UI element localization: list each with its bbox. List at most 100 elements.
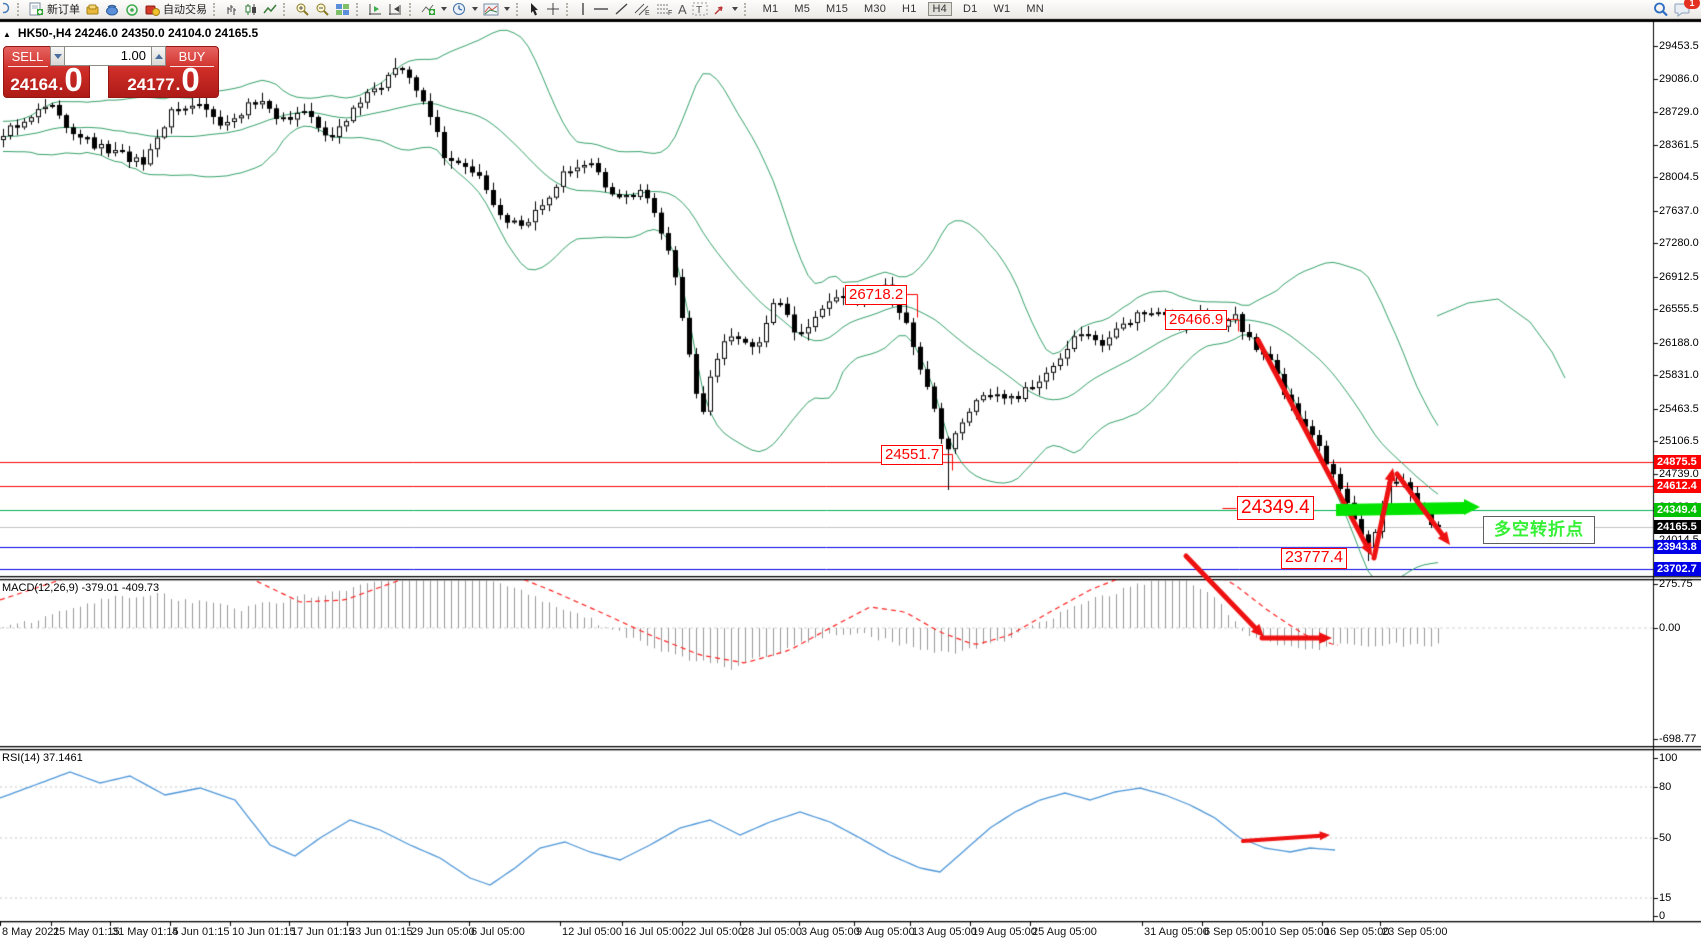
timeframe-m5[interactable]: M5 xyxy=(794,3,811,15)
timeframe-m1[interactable]: M1 xyxy=(762,3,779,15)
channel-icon: E xyxy=(634,3,650,16)
price-axis-tick: 28729.0 xyxy=(1659,106,1699,118)
zoom-in-icon xyxy=(296,3,309,16)
callout-label[interactable]: 26718.2 xyxy=(845,285,908,305)
callout-label[interactable]: 26466.9 xyxy=(1165,310,1228,330)
date-label[interactable]: 16 Jul 05:00 xyxy=(624,926,684,938)
collapse-marker-icon[interactable]: ▲ xyxy=(3,30,11,39)
date-label[interactable]: 23 Jun 01:15 xyxy=(349,926,413,938)
date-label[interactable]: 22 Jul 05:00 xyxy=(684,926,744,938)
label-tool-button[interactable]: T xyxy=(690,1,710,18)
toolbar-grip[interactable] xyxy=(516,2,521,16)
toolbar-grip[interactable] xyxy=(566,2,571,16)
vline-tool-button[interactable] xyxy=(576,1,590,18)
mailbox-button[interactable] xyxy=(103,1,122,18)
auto-scroll-button[interactable] xyxy=(366,1,385,18)
date-label[interactable]: 25 May 01:15 xyxy=(53,926,120,938)
turning-point-label: 多空转折点 xyxy=(1483,516,1595,544)
toolbar-grip[interactable] xyxy=(283,2,288,16)
toolbar-grip[interactable] xyxy=(213,2,218,16)
sell-underline xyxy=(8,66,48,67)
timeframe-h4[interactable]: H4 xyxy=(927,2,952,16)
date-label[interactable]: 28 Jul 05:00 xyxy=(742,926,802,938)
date-label[interactable]: 10 Sep 05:00 xyxy=(1264,926,1330,938)
auto-trading-label: 自动交易 xyxy=(163,4,207,16)
text-tool-button[interactable]: A xyxy=(678,1,687,17)
new-order-icon xyxy=(29,2,43,16)
line-chart-button[interactable] xyxy=(261,1,279,18)
date-label[interactable]: 6 Jul 05:00 xyxy=(471,926,525,938)
sell-button[interactable]: SELL xyxy=(11,49,44,64)
date-label[interactable]: 19 Aug 05:00 xyxy=(972,926,1037,938)
price-axis-tick: 25106.5 xyxy=(1659,435,1699,447)
volume-increase-button[interactable] xyxy=(151,46,166,66)
date-label[interactable]: 12 Jul 05:00 xyxy=(562,926,622,938)
arrows-tool-button[interactable] xyxy=(711,1,740,18)
date-label[interactable]: 3 Aug 05:00 xyxy=(801,926,860,938)
toolbar-grip[interactable] xyxy=(356,2,361,16)
date-label[interactable]: 10 Jun 01:15 xyxy=(232,926,296,938)
add-indicator-icon xyxy=(421,4,435,15)
date-label[interactable]: 23 Sep 05:00 xyxy=(1382,926,1448,938)
add-indicator-button[interactable] xyxy=(419,1,449,18)
timeframe-d1[interactable]: D1 xyxy=(962,3,978,15)
rsi-axis-tick: 15 xyxy=(1659,892,1672,904)
chart-shift-button[interactable] xyxy=(386,1,405,18)
date-label[interactable]: 8 May 2021 xyxy=(2,926,60,938)
volume-decrease-button[interactable] xyxy=(50,46,65,66)
chart-profile-button[interactable] xyxy=(83,1,102,18)
period-button[interactable] xyxy=(450,1,480,18)
vertical-line-icon xyxy=(582,3,584,15)
price-axis-tick: 26555.5 xyxy=(1659,303,1699,315)
hline-tool-button[interactable] xyxy=(591,1,611,18)
buy-price-main: 24177 xyxy=(127,75,175,94)
volume-input[interactable]: 1.00 xyxy=(65,46,151,66)
macd-axis-tick: -698.77 xyxy=(1659,733,1697,745)
date-label[interactable]: 29 Jun 05:00 xyxy=(411,926,475,938)
bar-chart-button[interactable] xyxy=(223,1,241,18)
gold-box-icon xyxy=(86,4,99,14)
date-label[interactable]: 9 Aug 05:00 xyxy=(856,926,915,938)
signal-button[interactable] xyxy=(123,1,142,18)
auto-scroll-icon xyxy=(369,3,381,15)
candlestick-button[interactable] xyxy=(242,1,260,18)
date-label[interactable]: 31 Aug 05:00 xyxy=(1144,926,1209,938)
main-toolbar: 新订单 自动交易 xyxy=(0,0,1701,19)
timeframe-m30[interactable]: M30 xyxy=(864,3,887,15)
date-label[interactable]: 4 Jun 01:15 xyxy=(172,926,230,938)
fibonacci-tool-button[interactable]: F xyxy=(654,1,675,18)
crosshair-tool-button[interactable] xyxy=(544,1,562,18)
timeframe-mn[interactable]: MN xyxy=(1026,3,1044,15)
search-button[interactable] xyxy=(1651,1,1671,18)
new-order-button[interactable]: 新订单 xyxy=(27,1,82,18)
notifications-button[interactable]: 1 xyxy=(1672,0,1700,18)
template-icon xyxy=(483,3,499,15)
callout-label[interactable]: 24551.7 xyxy=(881,445,944,465)
auto-trading-button[interactable]: 自动交易 xyxy=(143,1,209,18)
zoom-in-button[interactable] xyxy=(293,1,312,18)
channel-tool-button[interactable]: E xyxy=(632,1,653,18)
date-label[interactable]: 6 Sep 05:00 xyxy=(1204,926,1264,938)
trendline-tool-button[interactable] xyxy=(612,1,631,18)
date-label[interactable]: 17 Jun 01:15 xyxy=(291,926,355,938)
zoom-out-button[interactable] xyxy=(313,1,332,18)
trendline-icon xyxy=(615,3,628,15)
toolbar-grip[interactable] xyxy=(17,2,22,16)
timeframe-h1[interactable]: H1 xyxy=(902,3,917,15)
tile-windows-button[interactable] xyxy=(333,1,352,18)
callout-label[interactable]: 23777.4 xyxy=(1281,548,1347,569)
template-button[interactable] xyxy=(481,1,512,18)
toolbar-grip[interactable] xyxy=(409,2,414,16)
date-label[interactable]: 31 May 01:15 xyxy=(112,926,179,938)
buy-button[interactable]: BUY xyxy=(178,49,206,64)
date-label[interactable]: 13 Aug 05:00 xyxy=(912,926,977,938)
toolbar-grip[interactable] xyxy=(743,2,749,16)
timeframe-m15[interactable]: M15 xyxy=(826,3,849,15)
cursor-tool-button[interactable] xyxy=(526,1,543,18)
date-label[interactable]: 16 Sep 05:00 xyxy=(1324,926,1390,938)
callout-label[interactable]: 24349.4 xyxy=(1237,496,1314,520)
horizontal-line-icon xyxy=(594,8,608,10)
timeframe-w1[interactable]: W1 xyxy=(993,3,1011,15)
date-label[interactable]: 25 Aug 05:00 xyxy=(1032,926,1097,938)
